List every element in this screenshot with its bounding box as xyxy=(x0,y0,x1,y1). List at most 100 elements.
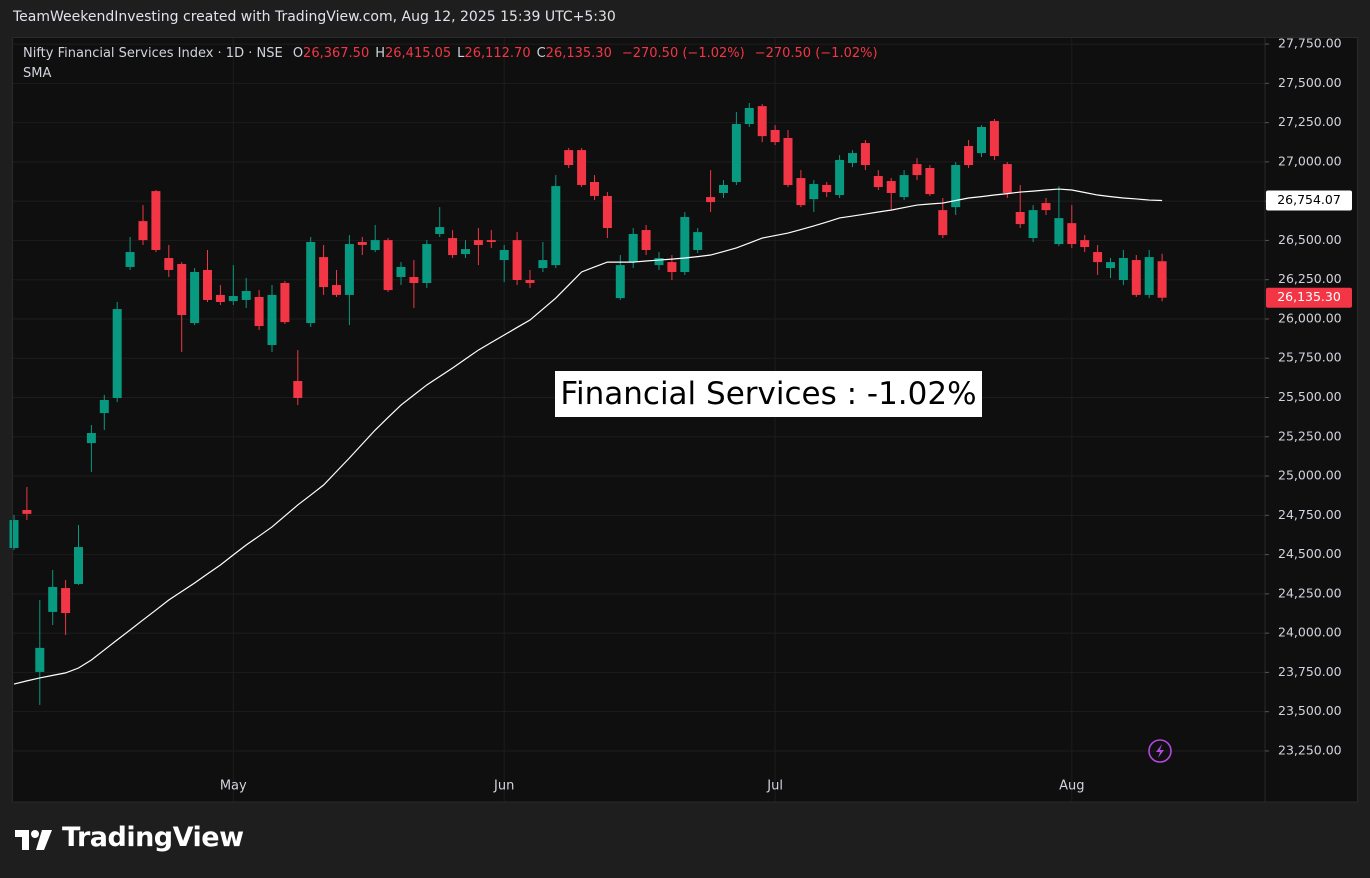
close-price-label: 26,135.30 xyxy=(1277,289,1341,304)
candle-body xyxy=(680,217,690,272)
candle-body xyxy=(654,258,664,266)
candle-body xyxy=(525,280,535,283)
candle-body xyxy=(564,150,574,166)
candle-body xyxy=(74,547,83,584)
sma-price-badge xyxy=(1266,190,1352,211)
candle-body xyxy=(177,263,187,316)
candle-body xyxy=(190,271,200,324)
tradingview-logo-mark xyxy=(15,830,52,850)
candle-body xyxy=(151,191,161,251)
legend-key: H xyxy=(375,46,385,61)
y-tick-label: 25,500.00 xyxy=(1278,389,1342,404)
plot xyxy=(9,102,1167,705)
candle-body xyxy=(977,127,986,154)
ohlc-legend: Nifty Financial Services Index · 1D · NS… xyxy=(23,45,878,65)
candle-body xyxy=(422,244,432,283)
candle-body xyxy=(822,184,832,193)
candle-body xyxy=(538,260,548,269)
candle-body xyxy=(809,184,819,200)
legend-key: O xyxy=(292,46,304,61)
candle-body xyxy=(1118,258,1128,281)
y-tick-label: 23,750.00 xyxy=(1278,664,1342,679)
candle-body xyxy=(86,433,96,444)
y-tick-label: 24,500.00 xyxy=(1278,546,1342,561)
lightning-icon[interactable] xyxy=(1148,739,1172,763)
candle-body xyxy=(615,265,625,299)
candle-body xyxy=(1015,211,1025,225)
candle-body xyxy=(164,258,174,270)
y-tick-label: 27,000.00 xyxy=(1278,153,1342,168)
y-tick-label: 24,000.00 xyxy=(1278,625,1342,640)
candle-body xyxy=(396,266,406,278)
legend-value: 26,135.30 xyxy=(545,46,612,61)
y-tick-label: 26,250.00 xyxy=(1278,271,1342,286)
y-tick-label: 26,000.00 xyxy=(1278,310,1342,325)
candle-body xyxy=(22,509,32,514)
candle-body xyxy=(112,309,122,398)
close-price-badge xyxy=(1266,287,1352,308)
legend-value: 26,112.70 xyxy=(464,46,531,61)
candle-body xyxy=(577,150,587,185)
candle-body xyxy=(203,269,212,300)
y-tick-label: 23,500.00 xyxy=(1278,703,1342,718)
candle-body xyxy=(989,121,999,157)
candle-body xyxy=(744,108,754,125)
candle-body xyxy=(435,227,445,234)
candle-body xyxy=(1041,203,1051,211)
candle-body xyxy=(35,647,45,672)
legend-change: −270.50 (−1.02%) xyxy=(621,46,745,61)
candle-body xyxy=(912,164,922,176)
y-tick-label: 25,000.00 xyxy=(1278,468,1342,483)
symbol-title: Nifty Financial Services Index · 1D · NS… xyxy=(23,46,283,61)
y-tick-label: 27,250.00 xyxy=(1278,114,1342,129)
candle-body xyxy=(512,240,522,281)
candle-body xyxy=(796,178,806,206)
candle-body xyxy=(280,282,290,323)
candle-body xyxy=(886,181,896,193)
candle-body xyxy=(370,240,380,251)
candle-body xyxy=(241,291,251,300)
legend-value: 26,367.50 xyxy=(303,46,370,61)
x-tick-label: Jun xyxy=(493,779,514,794)
candle-body xyxy=(873,176,883,188)
candle-body xyxy=(499,250,509,261)
candle-body xyxy=(383,240,393,291)
candle-body xyxy=(770,129,780,143)
candle-body xyxy=(860,143,870,166)
candle-body xyxy=(319,257,329,288)
candle-body xyxy=(1131,260,1141,295)
legend-change: −270.50 (−1.02%) xyxy=(754,46,878,61)
legend: Nifty Financial Services Index · 1D · NS… xyxy=(23,45,878,85)
candle-body xyxy=(215,294,225,303)
candle-body xyxy=(138,221,148,241)
x-tick-label: May xyxy=(220,779,247,794)
candle-body xyxy=(899,175,909,198)
candle-body xyxy=(706,197,716,203)
candle-body xyxy=(1028,210,1038,239)
candle-body xyxy=(9,520,19,548)
candle-body xyxy=(409,277,419,283)
candle-body xyxy=(473,240,483,245)
candle-body xyxy=(332,285,341,295)
candle-body xyxy=(293,381,303,398)
candle-body xyxy=(1080,240,1090,248)
candle-body xyxy=(125,252,135,267)
candle-body xyxy=(61,588,71,614)
candle-body xyxy=(783,138,793,185)
y-tick-label: 24,250.00 xyxy=(1278,585,1342,600)
header-text: TeamWeekendInvesting created with Tradin… xyxy=(13,9,616,25)
candle-body xyxy=(551,186,561,266)
candle-body xyxy=(344,244,354,295)
legend-value: 26,415.05 xyxy=(385,46,452,61)
sma-line xyxy=(13,188,1163,685)
y-tick-label: 24,750.00 xyxy=(1278,507,1342,522)
candle-body xyxy=(254,296,264,327)
candle-body xyxy=(1106,262,1115,269)
candle-body xyxy=(1002,164,1012,193)
candle-body xyxy=(1157,261,1167,298)
sma-price-label: 26,754.07 xyxy=(1277,192,1341,207)
candle-body xyxy=(461,249,470,255)
candle-body xyxy=(835,159,845,196)
